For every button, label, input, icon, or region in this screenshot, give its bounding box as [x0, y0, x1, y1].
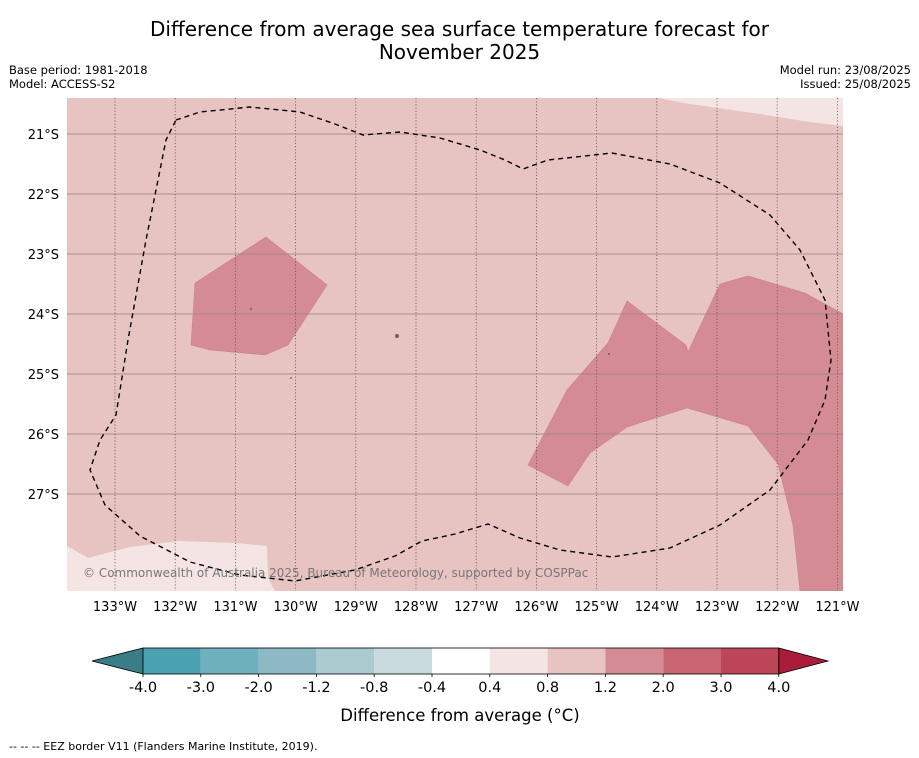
eez-border [89, 106, 832, 582]
latitude-label: 23°S [28, 248, 59, 263]
colorbar-tick-label: 0.4 [478, 680, 501, 696]
colorbar-tick-label: 2.0 [652, 680, 675, 696]
colorbar-tick-label: -2.0 [244, 680, 272, 696]
anomaly-warm-patch-west [190, 236, 328, 356]
colorbar-segment [721, 648, 779, 674]
longitude-label: 132°W [153, 600, 197, 615]
longitude-label: 122°W [755, 600, 799, 615]
longitude-label: 126°W [514, 600, 558, 615]
chart-title: Difference from average sea surface temp… [0, 18, 919, 64]
colorbar-segment [258, 648, 317, 674]
longitude-label: 131°W [213, 600, 257, 615]
anomaly-light-region-southwest [67, 541, 275, 591]
longitude-label: 130°W [274, 600, 318, 615]
colorbar-segment [432, 648, 490, 674]
title-line-2: November 2025 [378, 40, 541, 64]
longitude-labels: 133°W 132°W 131°W 130°W 129°W 128°W 127°W 126°W… [93, 600, 860, 615]
latitude-labels: 21°S 22°S 23°S 24°S 25°S 26°S 27°S [28, 128, 59, 503]
issued-text: Issued: 25/08/2025 [800, 77, 911, 91]
longitude-label: 125°W [575, 600, 619, 615]
latitude-label: 27°S [28, 488, 59, 503]
copyright-text: © Commonwealth of Australia 2025, Bureau… [83, 566, 588, 580]
longitude-gridlines [114, 98, 838, 591]
run-info: Model run: 23/08/2025 Issued: 25/08/2025 [780, 63, 911, 91]
anomaly-warm-patch-east [527, 275, 843, 591]
colorbar-tick-label: 3.0 [709, 680, 732, 696]
model-name-text: Model: ACCESS-S2 [9, 77, 116, 91]
colorbar-tick-label: -0.4 [418, 680, 446, 696]
anomaly-light-region-northeast [658, 98, 843, 126]
colorbar-outline [142, 647, 780, 675]
longitude-label: 124°W [635, 600, 679, 615]
eez-footnote: -- -- -- EEZ border V11 (Flanders Marine… [9, 740, 318, 753]
longitude-label: 133°W [93, 600, 137, 615]
latitude-label: 21°S [28, 128, 59, 143]
latitude-label: 26°S [28, 428, 59, 443]
colorbar-tick-label: -1.2 [302, 680, 330, 696]
longitude-label: 123°W [695, 600, 739, 615]
island-marker [608, 353, 610, 355]
longitude-label: 121°W [815, 600, 859, 615]
longitude-label: 129°W [334, 600, 378, 615]
latitude-gridlines [67, 133, 843, 495]
longitude-label: 128°W [394, 600, 438, 615]
colorbar-segment [605, 648, 664, 674]
colorbar-tick-label: -4.0 [129, 680, 157, 696]
colorbar-segment [374, 648, 432, 674]
colorbar-tick-label: -0.8 [360, 680, 388, 696]
colorbar: -4.0 -3.0 -2.0 -1.2 -0.8 -0.4 0.4 0.8 1.2 2.0 3.0 4… [91, 647, 830, 696]
colorbar-tick-label: 1.2 [594, 680, 617, 696]
colorbar-tick-label: 0.8 [536, 680, 559, 696]
colorbar-tick-label: 4.0 [767, 680, 790, 696]
base-period-text: Base period: 1981-2018 [9, 63, 148, 77]
colorbar-tick-label: -3.0 [187, 680, 215, 696]
latitude-label: 24°S [28, 308, 59, 323]
island-marker [395, 334, 399, 338]
colorbar-segment [663, 648, 721, 674]
colorbar-extension-low [91, 647, 144, 675]
model-run-text: Model run: 23/08/2025 [779, 63, 911, 77]
latitude-label: 25°S [28, 368, 59, 383]
longitude-label: 127°W [454, 600, 498, 615]
colorbar-label: Difference from average (°C) [340, 706, 579, 725]
colorbar-extension-high [778, 647, 830, 675]
colorbar-segment [489, 648, 548, 674]
title-line-1: Difference from average sea surface temp… [149, 17, 769, 41]
island-marker [250, 308, 252, 310]
colorbar-segment [143, 648, 201, 674]
latitude-label: 22°S [28, 188, 59, 203]
map-area: © Commonwealth of Australia 2025, Bureau… [67, 98, 843, 591]
colorbar-segment [316, 648, 375, 674]
colorbar-segment [547, 648, 606, 674]
island-marker [290, 377, 292, 379]
colorbar-segment [200, 648, 259, 674]
model-info: Base period: 1981-2018 Model: ACCESS-S2 [9, 63, 148, 91]
